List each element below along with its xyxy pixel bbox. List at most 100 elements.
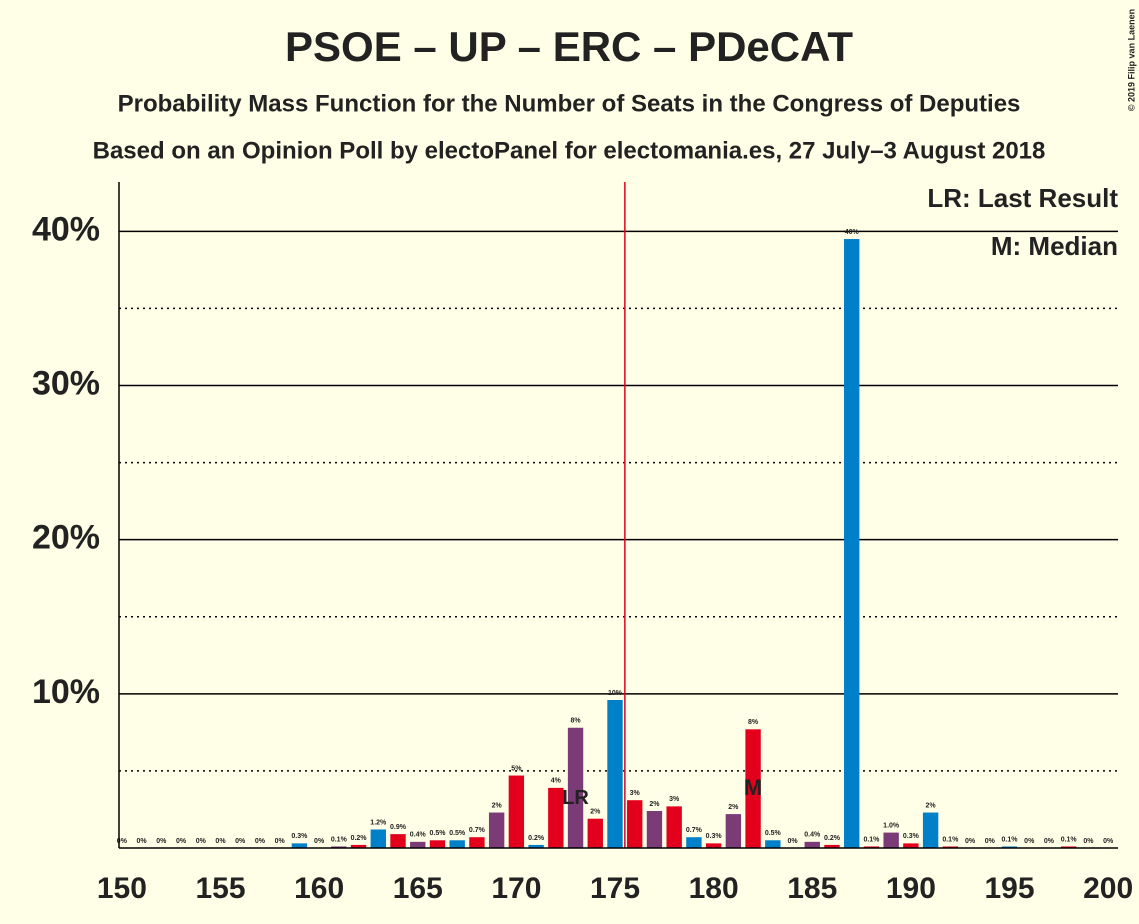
value-label: 0.5% bbox=[429, 830, 446, 837]
bar bbox=[587, 818, 603, 848]
median-marker: M bbox=[744, 775, 762, 800]
value-label: 0.2% bbox=[528, 835, 545, 842]
bar bbox=[922, 812, 939, 848]
value-label: 0.1% bbox=[1061, 836, 1078, 843]
bar bbox=[686, 837, 702, 848]
y-tick-label: 10% bbox=[32, 673, 100, 711]
y-tick-label: 40% bbox=[32, 210, 100, 248]
bar bbox=[449, 840, 465, 848]
value-label: 0% bbox=[275, 838, 286, 845]
value-label: 8% bbox=[570, 718, 581, 725]
value-label: 0.7% bbox=[686, 827, 703, 834]
value-label: 0.4% bbox=[804, 832, 821, 839]
bar bbox=[469, 837, 485, 848]
value-label: 0% bbox=[1103, 838, 1114, 845]
value-label: 8% bbox=[748, 719, 759, 726]
x-tick-label: 190 bbox=[886, 872, 936, 905]
bar bbox=[548, 787, 564, 848]
value-label: 0.2% bbox=[824, 835, 841, 842]
value-label: 3% bbox=[669, 796, 680, 803]
value-label: 0% bbox=[196, 838, 207, 845]
copyright: © 2019 Filip van Laenen bbox=[1126, 9, 1136, 111]
bar bbox=[627, 800, 643, 848]
value-label: 4% bbox=[551, 778, 562, 785]
bar bbox=[291, 843, 308, 848]
value-label: 0.5% bbox=[765, 830, 782, 837]
bar bbox=[804, 841, 820, 848]
y-tick-label: 30% bbox=[32, 364, 100, 402]
value-label: 0% bbox=[787, 838, 798, 845]
x-tick-label: 160 bbox=[294, 872, 344, 905]
value-label: 0% bbox=[1044, 838, 1055, 845]
bar bbox=[863, 846, 880, 848]
bar bbox=[883, 832, 899, 848]
value-label: 0.1% bbox=[331, 836, 348, 843]
value-label: 0.3% bbox=[706, 833, 723, 840]
value-label: 1.0% bbox=[883, 822, 900, 829]
value-label: 0% bbox=[117, 838, 128, 845]
value-label: 5% bbox=[511, 765, 522, 772]
bar bbox=[331, 846, 347, 848]
value-label: 0% bbox=[965, 838, 976, 845]
x-tick-label: 150 bbox=[97, 872, 147, 905]
legend-entry: LR: Last Result bbox=[927, 183, 1118, 213]
bar bbox=[528, 844, 544, 848]
value-label: 2% bbox=[728, 804, 739, 811]
legend-entry: M: Median bbox=[991, 231, 1118, 261]
x-tick-label: 200 bbox=[1083, 872, 1133, 905]
chart-title: PSOE – UP – ERC – PDeCAT bbox=[285, 23, 853, 70]
bar bbox=[1001, 846, 1018, 848]
value-label: 0.3% bbox=[903, 833, 920, 840]
value-label: 0% bbox=[1083, 838, 1094, 845]
value-label: 0.2% bbox=[351, 835, 368, 842]
x-tick-label: 175 bbox=[590, 872, 640, 905]
bar bbox=[370, 829, 386, 848]
bar bbox=[390, 834, 406, 848]
value-label: 0.5% bbox=[449, 830, 466, 837]
bar bbox=[567, 727, 584, 848]
value-label: 0.9% bbox=[390, 824, 407, 831]
bar bbox=[1060, 846, 1077, 848]
bar bbox=[844, 239, 860, 848]
value-label: 40% bbox=[845, 229, 860, 236]
value-label: 0.1% bbox=[1002, 836, 1019, 843]
value-label: 0.3% bbox=[291, 833, 308, 840]
value-label: 1.2% bbox=[370, 819, 387, 826]
value-label: 2% bbox=[492, 802, 503, 809]
value-label: 0% bbox=[215, 838, 226, 845]
bar bbox=[705, 843, 722, 848]
value-label: 0% bbox=[156, 838, 167, 845]
value-label: 0.7% bbox=[469, 827, 486, 834]
value-label: 0% bbox=[176, 838, 187, 845]
value-label: 2% bbox=[926, 802, 937, 809]
value-label: 0% bbox=[255, 838, 266, 845]
value-label: 0% bbox=[985, 838, 996, 845]
bar bbox=[745, 729, 761, 848]
value-label: 0% bbox=[1024, 838, 1035, 845]
bar bbox=[488, 812, 505, 848]
bar bbox=[666, 806, 682, 848]
value-label: 10% bbox=[608, 690, 623, 697]
bar bbox=[903, 843, 919, 848]
bar bbox=[350, 844, 367, 848]
value-label: 0% bbox=[314, 838, 325, 845]
bar bbox=[824, 844, 840, 848]
bar bbox=[942, 846, 959, 848]
x-tick-label: 185 bbox=[787, 872, 837, 905]
x-tick-label: 180 bbox=[689, 872, 739, 905]
x-tick-label: 170 bbox=[491, 872, 541, 905]
last-result-marker: LR bbox=[562, 787, 589, 809]
value-label: 2% bbox=[649, 801, 660, 808]
value-label: 0% bbox=[137, 838, 148, 845]
value-label: 0.1% bbox=[942, 836, 959, 843]
value-label: 0% bbox=[235, 838, 246, 845]
x-tick-label: 165 bbox=[393, 872, 443, 905]
chart-subtitle: Probability Mass Function for the Number… bbox=[118, 90, 1021, 117]
value-label: 0.4% bbox=[410, 832, 427, 839]
x-tick-label: 195 bbox=[984, 872, 1034, 905]
y-tick-label: 20% bbox=[32, 519, 100, 557]
bar bbox=[646, 811, 663, 848]
value-label: 3% bbox=[630, 790, 641, 797]
bar bbox=[410, 841, 426, 848]
